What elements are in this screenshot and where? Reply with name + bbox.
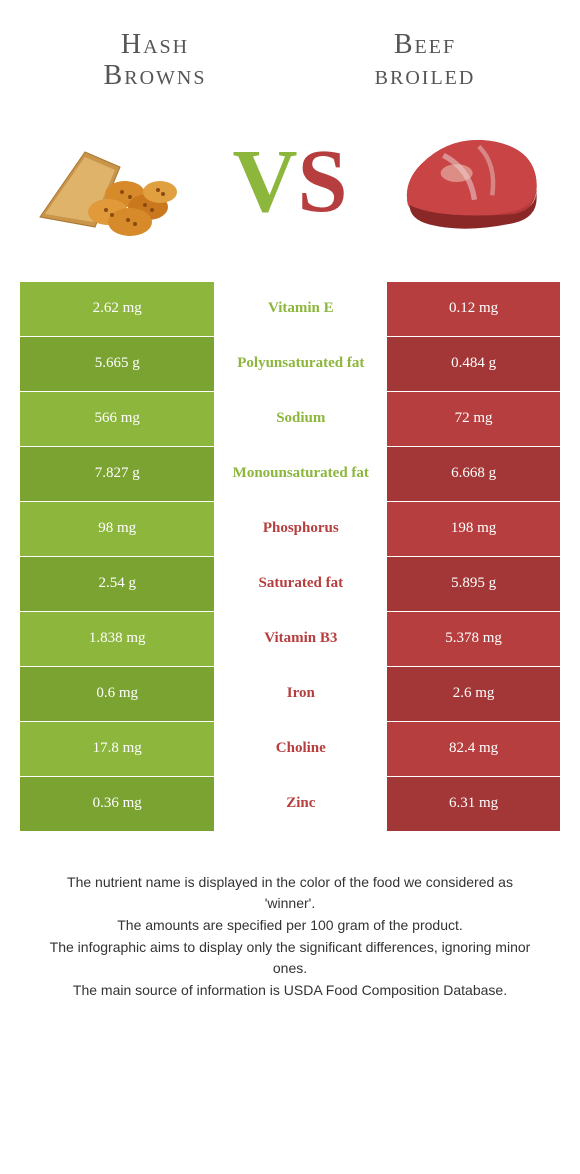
value-right: 2.6 mg — [387, 667, 560, 721]
value-left: 17.8 mg — [20, 722, 214, 776]
value-right: 198 mg — [387, 502, 560, 556]
value-left: 0.6 mg — [20, 667, 214, 721]
value-left: 566 mg — [20, 392, 214, 446]
value-right: 5.378 mg — [387, 612, 560, 666]
nutrient-row: 2.62 mgVitamin E0.12 mg — [20, 282, 560, 337]
nutrient-name: Monounsaturated fat — [214, 447, 387, 501]
nutrient-row: 0.36 mgZinc6.31 mg — [20, 777, 560, 832]
food-title-right: Beef broiled — [304, 30, 547, 92]
value-left: 2.62 mg — [20, 282, 214, 336]
nutrient-name: Iron — [214, 667, 387, 721]
value-right: 0.484 g — [387, 337, 560, 391]
value-left: 7.827 g — [20, 447, 214, 501]
value-left: 1.838 mg — [20, 612, 214, 666]
nutrient-name: Vitamin E — [214, 282, 387, 336]
nutrient-row: 5.665 gPolyunsaturated fat0.484 g — [20, 337, 560, 392]
value-right: 82.4 mg — [387, 722, 560, 776]
header: Hash Browns Beef broiled — [0, 0, 580, 102]
value-left: 5.665 g — [20, 337, 214, 391]
nutrient-row: 98 mgPhosphorus198 mg — [20, 502, 560, 557]
nutrient-row: 566 mgSodium72 mg — [20, 392, 560, 447]
nutrient-row: 7.827 gMonounsaturated fat6.668 g — [20, 447, 560, 502]
nutrient-name: Polyunsaturated fat — [214, 337, 387, 391]
value-right: 6.668 g — [387, 447, 560, 501]
value-right: 72 mg — [387, 392, 560, 446]
vs-label: VS — [232, 130, 347, 233]
nutrient-name: Saturated fat — [214, 557, 387, 611]
nutrient-row: 17.8 mgCholine82.4 mg — [20, 722, 560, 777]
hash-browns-image — [30, 117, 190, 247]
food-title-left-line1: Hash — [121, 29, 189, 60]
food-title-right-line1: Beef — [394, 29, 456, 60]
nutrient-name: Choline — [214, 722, 387, 776]
vs-v: V — [232, 130, 297, 233]
value-left: 2.54 g — [20, 557, 214, 611]
footer-line-4: The main source of information is USDA F… — [40, 980, 540, 1002]
food-title-right-line2: broiled — [375, 60, 476, 91]
food-title-left: Hash Browns — [34, 30, 277, 92]
value-left: 0.36 mg — [20, 777, 214, 831]
footer-notes: The nutrient name is displayed in the co… — [0, 832, 580, 1002]
value-right: 6.31 mg — [387, 777, 560, 831]
nutrient-name: Sodium — [214, 392, 387, 446]
nutrient-row: 0.6 mgIron2.6 mg — [20, 667, 560, 722]
value-right: 0.12 mg — [387, 282, 560, 336]
nutrient-row: 2.54 gSaturated fat5.895 g — [20, 557, 560, 612]
nutrient-name: Zinc — [214, 777, 387, 831]
value-left: 98 mg — [20, 502, 214, 556]
footer-line-1: The nutrient name is displayed in the co… — [40, 872, 540, 915]
footer-line-2: The amounts are specified per 100 gram o… — [40, 915, 540, 937]
beef-steak-image — [390, 117, 550, 247]
food-title-left-line2: Browns — [104, 60, 207, 91]
nutrient-table: 2.62 mgVitamin E0.12 mg5.665 gPolyunsatu… — [20, 282, 560, 832]
nutrient-row: 1.838 mgVitamin B35.378 mg — [20, 612, 560, 667]
nutrient-name: Vitamin B3 — [214, 612, 387, 666]
value-right: 5.895 g — [387, 557, 560, 611]
footer-line-3: The infographic aims to display only the… — [40, 937, 540, 980]
hero-row: VS — [0, 102, 580, 282]
vs-s: S — [297, 130, 347, 233]
nutrient-name: Phosphorus — [214, 502, 387, 556]
